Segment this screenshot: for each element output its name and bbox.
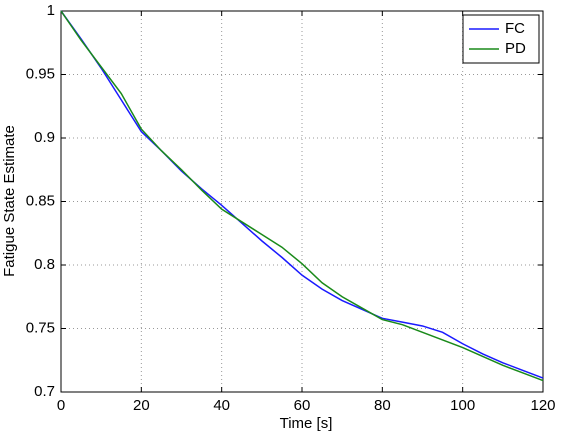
x-tick-label: 20 <box>133 397 150 414</box>
series-line <box>60 10 544 382</box>
y-tick-label: 0.75 <box>26 319 55 336</box>
x-tick-label: 60 <box>294 397 311 414</box>
x-axis-label: Time [s] <box>280 415 333 432</box>
y-tick-label: 0.8 <box>34 256 55 273</box>
legend-label: FC <box>505 20 525 37</box>
plot-frame <box>60 10 544 393</box>
legend-label: PD <box>505 40 526 57</box>
y-tick-label: 0.85 <box>26 192 55 209</box>
x-tick-label: 120 <box>530 397 555 414</box>
y-tick-label: 1 <box>47 2 55 19</box>
y-tick-label: 0.95 <box>26 65 55 82</box>
x-tick-label: 40 <box>213 397 230 414</box>
legend-box <box>462 14 540 64</box>
y-tick-label: 0.7 <box>34 383 55 400</box>
x-tick-label: 80 <box>374 397 391 414</box>
x-tick-label: 100 <box>450 397 475 414</box>
x-tick-label: 0 <box>57 397 65 414</box>
series-line <box>60 10 544 379</box>
y-tick-label: 0.9 <box>34 129 55 146</box>
y-axis-label: Fatigue State Estimate <box>1 125 18 277</box>
